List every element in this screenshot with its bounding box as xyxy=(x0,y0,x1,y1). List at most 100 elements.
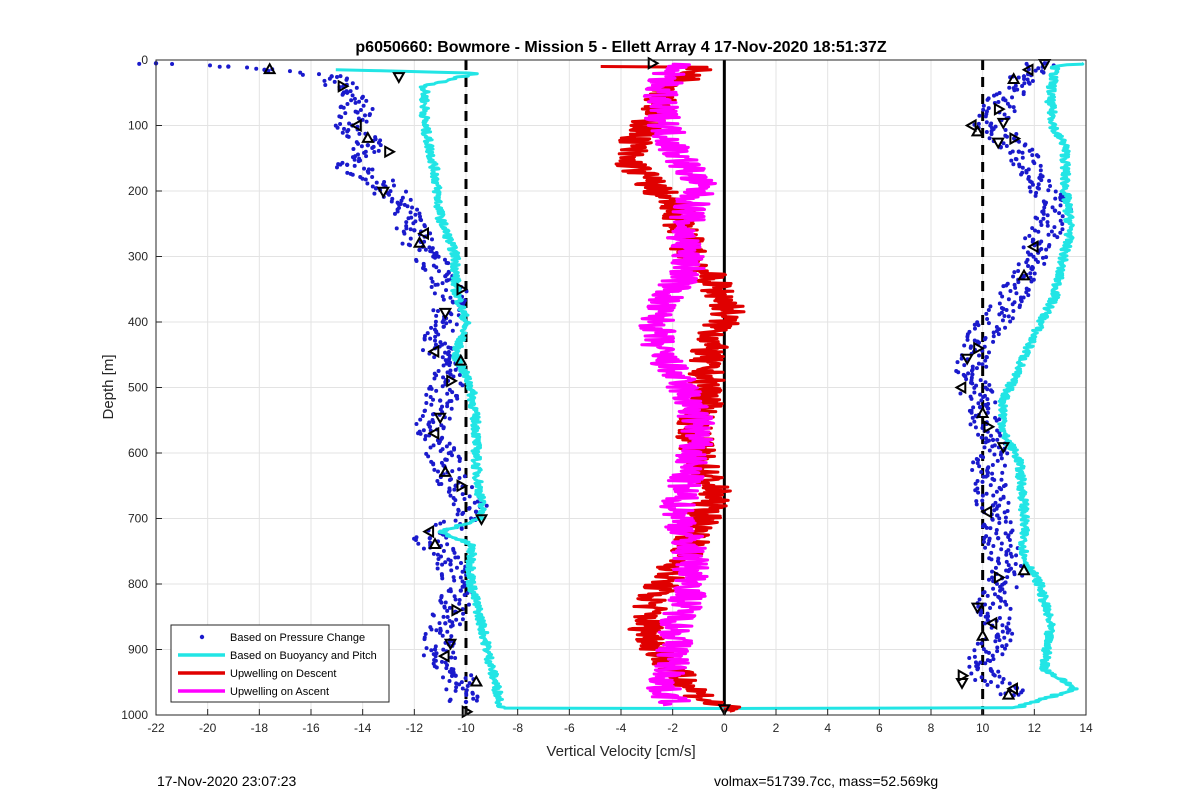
pressure-point xyxy=(457,459,462,464)
pressure-point xyxy=(982,337,987,342)
pressure-point xyxy=(460,383,465,388)
pressure-point xyxy=(970,468,975,473)
pressure-point xyxy=(431,397,436,402)
pressure-point xyxy=(1006,500,1011,505)
pressure-point xyxy=(408,210,413,215)
pressure-point xyxy=(968,422,973,427)
pressure-point xyxy=(1000,470,1005,475)
pressure-point xyxy=(1005,630,1010,635)
pressure-point xyxy=(467,506,472,511)
pressure-point xyxy=(443,350,448,355)
pressure-point xyxy=(365,181,370,186)
pressure-point xyxy=(1002,635,1007,640)
pressure-point xyxy=(978,392,983,397)
pressure-point xyxy=(1002,599,1007,604)
pressure-point xyxy=(462,593,467,598)
pressure-point xyxy=(1016,269,1021,274)
pressure-point xyxy=(981,539,986,544)
pressure-point xyxy=(1001,284,1006,289)
pressure-point xyxy=(464,693,469,698)
pressure-point xyxy=(972,322,977,327)
y-tick-label: 700 xyxy=(128,512,148,526)
pressure-point xyxy=(434,313,439,318)
pressure-point xyxy=(981,394,986,399)
pressure-point xyxy=(446,451,451,456)
triangle-marker xyxy=(983,420,996,434)
pressure-point xyxy=(423,267,428,272)
pressure-point xyxy=(1016,149,1022,154)
pressure-point xyxy=(351,146,356,151)
triangle-marker xyxy=(960,353,974,366)
x-tick-label: -16 xyxy=(302,721,320,735)
pressure-point xyxy=(991,334,996,339)
pressure-point xyxy=(988,526,993,531)
pressure-point xyxy=(254,66,259,71)
pressure-point xyxy=(440,319,445,325)
pressure-point xyxy=(1017,164,1022,169)
pressure-point xyxy=(1024,170,1029,175)
triangle-marker xyxy=(991,137,1005,150)
pressure-point xyxy=(965,334,970,339)
pressure-point xyxy=(981,103,986,108)
pressure-point xyxy=(441,297,446,302)
pressure-point xyxy=(431,420,436,425)
pressure-point xyxy=(453,688,458,693)
pressure-point xyxy=(1012,270,1017,275)
pressure-point xyxy=(434,373,439,378)
pressure-point xyxy=(445,370,450,375)
pressure-point xyxy=(438,521,443,526)
pressure-point xyxy=(316,72,321,77)
pressure-point xyxy=(421,653,426,658)
pressure-point xyxy=(431,462,436,467)
pressure-point xyxy=(1030,182,1035,187)
pressure-point xyxy=(450,469,455,474)
pressure-point xyxy=(370,184,375,189)
pressure-point xyxy=(411,221,416,226)
pressure-point xyxy=(1057,211,1062,216)
pressure-point xyxy=(1021,245,1026,250)
pressure-point xyxy=(433,319,438,324)
pressure-point xyxy=(436,556,441,561)
pressure-point xyxy=(988,123,993,128)
pressure-point xyxy=(970,372,975,377)
pressure-point xyxy=(1002,463,1007,468)
pressure-point xyxy=(984,436,989,441)
pressure-point xyxy=(1009,158,1014,163)
pressure-point xyxy=(441,549,446,554)
pressure-point xyxy=(1021,273,1027,279)
series-upwelling-on-ascent xyxy=(638,62,717,707)
pressure-point xyxy=(1046,244,1051,249)
pressure-point xyxy=(433,342,438,347)
pressure-point xyxy=(404,189,409,194)
pressure-point xyxy=(458,588,464,593)
pressure-point xyxy=(457,467,462,472)
triangle-marker xyxy=(417,226,429,241)
pressure-point xyxy=(420,414,425,419)
triangle-marker xyxy=(954,380,967,395)
pressure-point xyxy=(423,434,428,439)
pressure-point xyxy=(470,691,475,696)
pressure-point xyxy=(1017,305,1022,310)
pressure-point xyxy=(352,157,357,162)
pressure-point xyxy=(1046,188,1051,193)
pressure-point xyxy=(1006,621,1011,626)
pressure-point xyxy=(1058,192,1063,197)
pressure-point xyxy=(1021,74,1027,79)
pressure-point xyxy=(450,328,455,333)
pressure-point xyxy=(338,122,343,127)
pressure-point xyxy=(454,322,459,327)
pressure-point xyxy=(388,189,393,194)
pressure-point xyxy=(440,384,445,389)
series-line xyxy=(600,65,746,713)
pressure-point xyxy=(982,445,987,450)
pressure-point xyxy=(992,673,997,678)
x-tick-label: 14 xyxy=(1079,721,1093,735)
pressure-point xyxy=(1024,290,1029,295)
pressure-point xyxy=(338,162,343,167)
pressure-point xyxy=(432,291,437,296)
pressure-point xyxy=(425,331,430,336)
pressure-point xyxy=(1045,223,1050,228)
pressure-point xyxy=(448,558,453,563)
pressure-point xyxy=(410,205,415,210)
pressure-point xyxy=(433,338,438,343)
